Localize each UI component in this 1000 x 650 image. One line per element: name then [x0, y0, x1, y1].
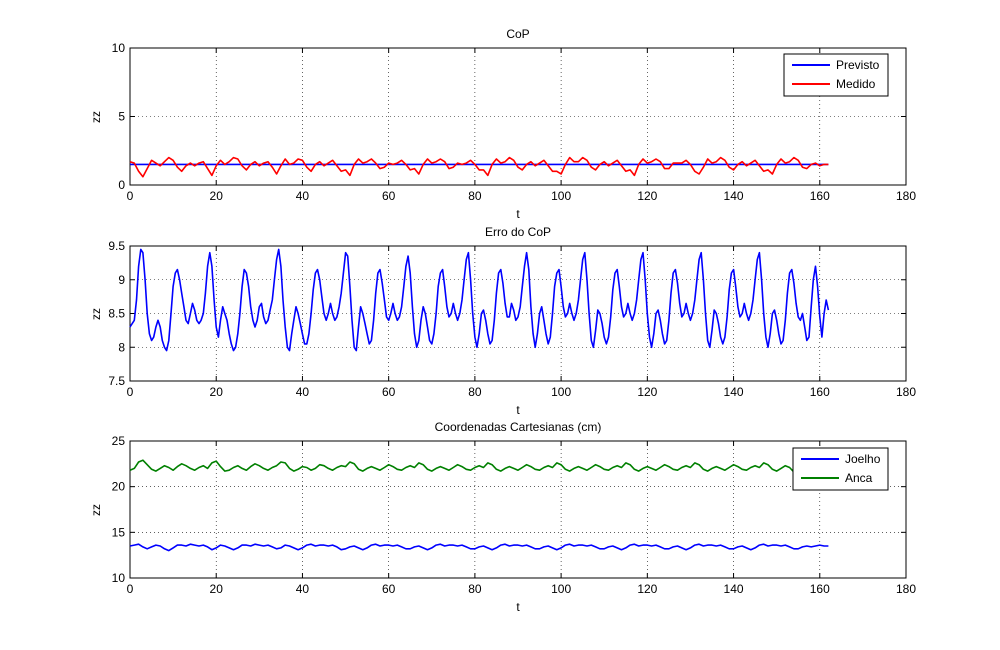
- legend-label: Anca: [845, 471, 873, 485]
- x-tick-label: 0: [127, 582, 134, 596]
- y-axis-label: zz: [89, 111, 103, 123]
- y-tick-label: 10: [112, 41, 126, 55]
- legend-label: Medido: [836, 77, 876, 91]
- x-axis-label: t: [516, 600, 520, 614]
- series-line-joelho: [129, 543, 829, 552]
- chart-title: Erro do CoP: [485, 225, 551, 239]
- plot-area: [129, 440, 907, 579]
- panel-cop: CoP zz t 0 20 40 60 80 100 120 140 160 180 0 5 10 Pre…: [89, 27, 916, 221]
- legend-label: Previsto: [836, 58, 880, 72]
- legend-box: [792, 447, 889, 491]
- x-tick-label: 180: [896, 385, 916, 399]
- y-tick-label: 5: [118, 110, 125, 124]
- x-tick-label: 60: [382, 189, 396, 203]
- y-tick-label: 0: [118, 178, 125, 192]
- x-tick-label: 120: [637, 582, 657, 596]
- x-tick-label: 100: [551, 385, 571, 399]
- y-axis-label: zz: [89, 308, 103, 320]
- y-tick-label: 8: [118, 340, 125, 354]
- legend: Joelho Anca: [792, 447, 889, 491]
- series-line-medido: [129, 156, 829, 178]
- x-tick-label: 160: [810, 189, 830, 203]
- series-line-anca: [129, 459, 799, 474]
- y-tick-label: 15: [112, 525, 126, 539]
- legend: Previsto Medido: [783, 53, 889, 97]
- x-tick-label: 160: [810, 385, 830, 399]
- y-tick-label: 8.5: [108, 307, 125, 321]
- x-tick-label: 100: [551, 189, 571, 203]
- panel-erro-do-cop: Erro do CoP zz t 0 20 40 60 80 100 120 140 160 18…: [89, 225, 916, 417]
- x-tick-label: 180: [896, 189, 916, 203]
- x-tick-label: 0: [127, 385, 134, 399]
- x-tick-label: 120: [637, 385, 657, 399]
- x-tick-label: 140: [724, 385, 744, 399]
- x-tick-label: 120: [637, 189, 657, 203]
- y-tick-label: 9: [118, 273, 125, 287]
- x-tick-label: 140: [724, 189, 744, 203]
- x-tick-label: 20: [210, 189, 224, 203]
- y-tick-label: 7.5: [108, 374, 125, 388]
- y-tick-label: 10: [112, 571, 126, 585]
- x-tick-label: 80: [468, 582, 482, 596]
- y-tick-label: 20: [112, 480, 126, 494]
- panel-coordenadas: Coordenadas Cartesianas (cm) zz t 0 20 40 6…: [89, 420, 916, 614]
- x-tick-label: 60: [382, 385, 396, 399]
- y-axis-label: zz: [89, 504, 103, 516]
- y-tick-label: 25: [112, 434, 126, 448]
- x-axis-label: t: [516, 207, 520, 221]
- x-axis-label: t: [516, 403, 520, 417]
- x-tick-label: 180: [896, 582, 916, 596]
- x-tick-label: 20: [210, 385, 224, 399]
- x-tick-label: 40: [296, 189, 310, 203]
- legend-box: [783, 53, 889, 97]
- x-tick-label: 40: [296, 385, 310, 399]
- x-tick-label: 160: [810, 582, 830, 596]
- x-tick-label: 140: [724, 582, 744, 596]
- x-tick-label: 80: [468, 385, 482, 399]
- series-line-erro-do-cop: [129, 248, 830, 352]
- chart-title: CoP: [506, 27, 529, 41]
- legend-label: Joelho: [845, 452, 881, 466]
- x-tick-label: 80: [468, 189, 482, 203]
- chart-title: Coordenadas Cartesianas (cm): [435, 420, 602, 434]
- x-tick-label: 40: [296, 582, 310, 596]
- x-tick-label: 100: [551, 582, 571, 596]
- x-tick-label: 0: [127, 189, 134, 203]
- x-tick-label: 20: [210, 582, 224, 596]
- y-tick-label: 9.5: [108, 239, 125, 253]
- x-tick-label: 60: [382, 582, 396, 596]
